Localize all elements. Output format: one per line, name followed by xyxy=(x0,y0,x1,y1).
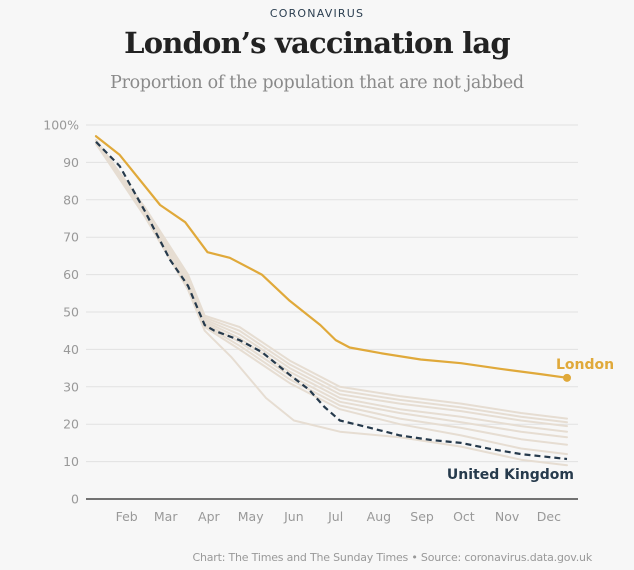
region-line xyxy=(95,139,568,424)
series-lines xyxy=(94,135,571,467)
y-tick-label: 60 xyxy=(63,267,79,282)
y-tick-label: 50 xyxy=(63,305,79,320)
region-line xyxy=(95,142,568,456)
x-tick-label: Jun xyxy=(283,509,304,524)
london-label: London xyxy=(556,357,614,373)
uk-label: United Kingdom xyxy=(447,467,574,483)
kicker-label: CORONAVIRUS xyxy=(269,7,365,20)
gridlines xyxy=(86,124,578,500)
y-tick-label: 100% xyxy=(43,118,79,133)
uk-line xyxy=(95,141,568,461)
x-tick-label: Dec xyxy=(537,509,561,524)
x-tick-label: Nov xyxy=(495,509,520,524)
source-note: Chart: The Times and The Sunday Times • … xyxy=(192,551,592,564)
x-axis-ticks: Feb Mar Apr May Jun Jul Aug Sep Oct Nov Dec xyxy=(116,509,562,524)
x-tick-label: Sep xyxy=(410,509,434,524)
x-tick-label: May xyxy=(238,509,264,524)
region-line xyxy=(95,139,568,420)
region-line xyxy=(95,142,568,446)
chart-subtitle: Proportion of the population that are no… xyxy=(110,73,524,93)
y-tick-label: 10 xyxy=(63,454,79,469)
london-end-marker xyxy=(563,373,571,382)
series-labels: London United Kingdom xyxy=(447,357,614,483)
x-tick-label: Oct xyxy=(453,509,475,524)
y-tick-label: 80 xyxy=(63,192,79,207)
y-tick-label: 30 xyxy=(63,379,79,394)
chart-title: London’s vaccination lag xyxy=(124,26,511,60)
london-line xyxy=(94,135,569,379)
y-tick-label: 90 xyxy=(63,155,79,170)
x-tick-label: Mar xyxy=(154,509,178,524)
x-tick-label: Aug xyxy=(367,509,391,524)
y-axis-ticks: 0 10 20 30 40 50 60 70 80 90 100% xyxy=(43,118,79,507)
x-tick-label: Jul xyxy=(327,509,343,524)
x-tick-label: Feb xyxy=(116,509,138,524)
x-tick-label: Apr xyxy=(198,509,220,524)
region-line xyxy=(95,140,568,433)
region-line xyxy=(95,142,568,467)
y-tick-label: 40 xyxy=(63,342,79,357)
y-tick-label: 70 xyxy=(63,230,79,245)
region-line xyxy=(95,139,568,428)
y-tick-label: 0 xyxy=(71,492,79,507)
y-tick-label: 20 xyxy=(63,417,79,432)
